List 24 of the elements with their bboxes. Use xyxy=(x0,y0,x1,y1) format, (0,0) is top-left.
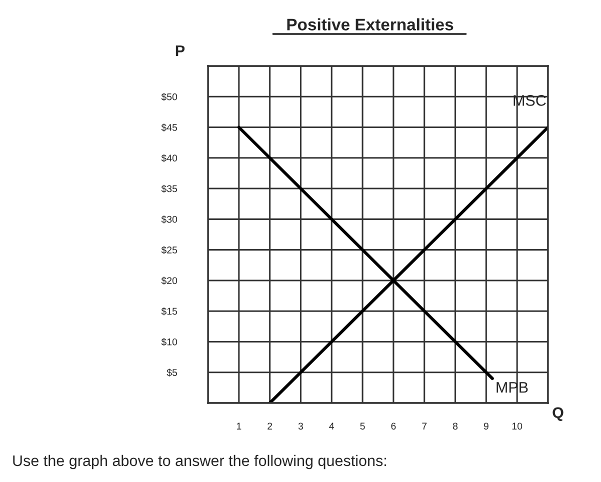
y-tick-label: $15 xyxy=(161,307,178,316)
y-tick-label: $45 xyxy=(161,124,178,132)
chart-title: Positive Externalities xyxy=(287,18,454,30)
x-tick-label: 7 xyxy=(422,422,427,430)
y-tick-label: $50 xyxy=(161,92,178,101)
x-axis-title: Q xyxy=(552,407,564,421)
x-tick-label: 3 xyxy=(298,422,304,430)
y-tick-label: $30 xyxy=(161,216,178,224)
x-tick-label: 5 xyxy=(360,422,365,430)
y-tick-label: $25 xyxy=(161,246,178,254)
y-tick-label: $35 xyxy=(161,184,178,193)
x-tick-label: 6 xyxy=(391,422,396,430)
y-tick-label: $40 xyxy=(161,154,178,162)
y-tick-label: $20 xyxy=(161,276,178,285)
x-tick-label: 8 xyxy=(452,422,458,430)
x-tick-label: 1 xyxy=(236,422,242,430)
y-tick-label: $10 xyxy=(161,338,178,346)
x-tick-label: 10 xyxy=(512,422,522,430)
y-axis-title: P xyxy=(176,45,185,56)
x-tick-label: 4 xyxy=(329,422,334,430)
x-tick-label: 2 xyxy=(268,422,272,430)
y-tick-label: $5 xyxy=(166,368,178,377)
x-tick-label: 9 xyxy=(484,422,488,430)
text: Use the graph above to answer the following questions: xyxy=(13,454,386,470)
